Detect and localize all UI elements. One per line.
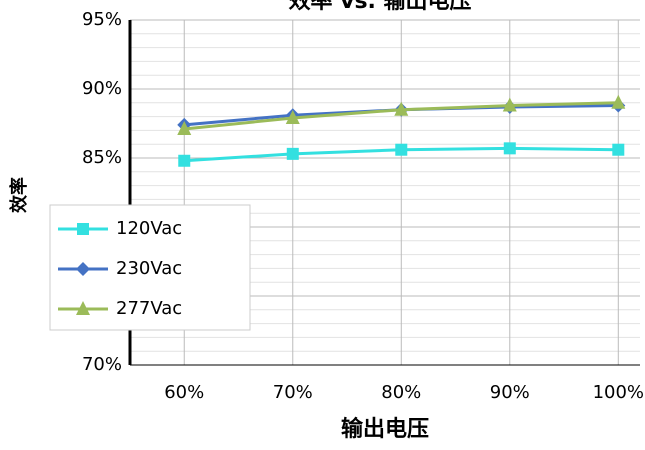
legend-marker [76, 262, 90, 276]
y-tick-label: 95% [82, 9, 122, 30]
point [286, 147, 299, 160]
legend-label: 120Vac [116, 218, 182, 239]
chart-title: 效率 vs. 输出电压 [288, 0, 471, 14]
legend-marker [77, 223, 89, 235]
y-tick-label: 85% [82, 147, 122, 168]
y-axis-label: 效率 [8, 177, 30, 213]
x-tick-label: 90% [490, 382, 530, 403]
point [612, 143, 625, 156]
point [502, 97, 517, 112]
y-tick-label: 70% [82, 354, 122, 375]
point [394, 101, 409, 116]
legend-label: 277Vac [116, 298, 182, 319]
legend-label: 230Vac [116, 258, 182, 279]
y-tick-label: 90% [82, 78, 122, 99]
point [285, 109, 300, 124]
point [177, 121, 192, 136]
x-tick-label: 70% [273, 382, 313, 403]
x-tick-label: 100% [593, 382, 644, 403]
x-tick-label: 80% [381, 382, 421, 403]
x-tick-label: 60% [164, 382, 204, 403]
point [611, 94, 626, 109]
legend-marker [76, 301, 90, 315]
point [503, 142, 516, 155]
point [178, 154, 191, 167]
point [395, 143, 408, 156]
x-axis-label: 输出电压 [341, 416, 429, 442]
